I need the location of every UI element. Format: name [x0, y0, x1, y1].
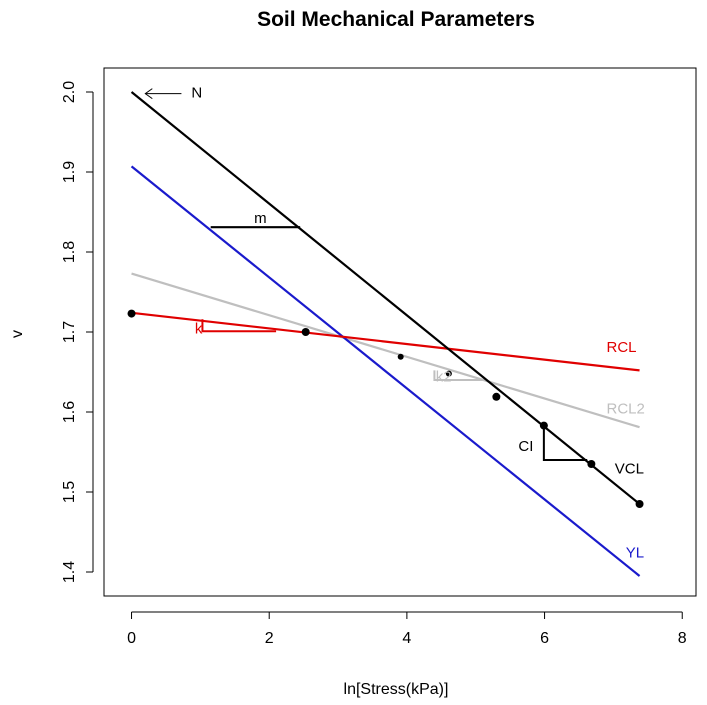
- y-tick-label: 2.0: [61, 81, 78, 103]
- annotation-m: m: [210, 210, 301, 229]
- points-layer: [127, 309, 644, 508]
- y-tick-label: 1.7: [61, 321, 78, 343]
- x-tick-label: 8: [678, 630, 687, 647]
- data-point: [492, 392, 501, 401]
- data-point: [127, 309, 136, 318]
- x-tick-label: 4: [402, 630, 411, 647]
- annotation-label: N: [191, 85, 202, 102]
- data-point: [301, 328, 310, 336]
- annotation-layer: Nm k k2 CI RCL RCL2 VCL YL: [144, 85, 645, 562]
- series-line-rcl: [131, 311, 640, 372]
- annotation-k2: k2: [433, 369, 483, 386]
- x-tick-label: 6: [540, 630, 549, 647]
- annotation-label: RCL: [607, 339, 637, 356]
- annotation-ci: CI: [518, 425, 588, 461]
- data-point: [445, 370, 452, 377]
- annotation-triangle: [201, 319, 277, 333]
- annotation-triangle: [433, 370, 483, 381]
- series-line-rcl2: [131, 272, 640, 429]
- y-axis-label: v: [9, 330, 26, 338]
- x-tick-label: 2: [265, 630, 274, 647]
- x-axis: 0 2 4 6 8: [127, 611, 687, 647]
- data-point: [397, 353, 404, 360]
- annotation-arrow-head: [144, 88, 153, 100]
- series-line-yl: [130, 165, 641, 577]
- annotation-n: N: [144, 85, 202, 102]
- y-tick-label: 1.6: [61, 401, 78, 423]
- series-line-vcl: [130, 91, 641, 505]
- annotation-label: k2: [436, 369, 452, 386]
- y-tick-label: 1.4: [61, 561, 78, 583]
- annotation-label: YL: [626, 545, 644, 562]
- annotation-rcl: RCL: [607, 339, 637, 356]
- y-tick-label: 1.9: [61, 161, 78, 183]
- x-axis-label: ln[Stress(kPa)]: [344, 681, 449, 698]
- y-axis: 1.4 1.5 1.6 1.7 1.8 1.9 2.0: [61, 81, 94, 583]
- data-point: [587, 460, 596, 468]
- plot-box: [103, 67, 697, 597]
- x-tick-label: 0: [127, 630, 136, 647]
- annotation-label: k: [195, 321, 203, 338]
- annotation-k: k: [195, 319, 277, 338]
- chart-title: Soil Mechanical Parameters: [257, 8, 535, 31]
- series-layer: [130, 91, 641, 577]
- annotation-label: CI: [518, 438, 533, 455]
- annotation-label: m: [254, 210, 267, 227]
- annotation-vcl: VCL: [615, 461, 644, 478]
- annotation-label: RCL2: [607, 401, 645, 418]
- y-tick-label: 1.8: [61, 241, 78, 263]
- y-tick-label: 1.5: [61, 481, 78, 503]
- annotation-triangle: [542, 425, 588, 461]
- data-point: [635, 500, 644, 508]
- annotation-label: VCL: [615, 461, 644, 478]
- annotation-yl: YL: [626, 545, 644, 562]
- annotation-rcl2: RCL2: [607, 401, 645, 418]
